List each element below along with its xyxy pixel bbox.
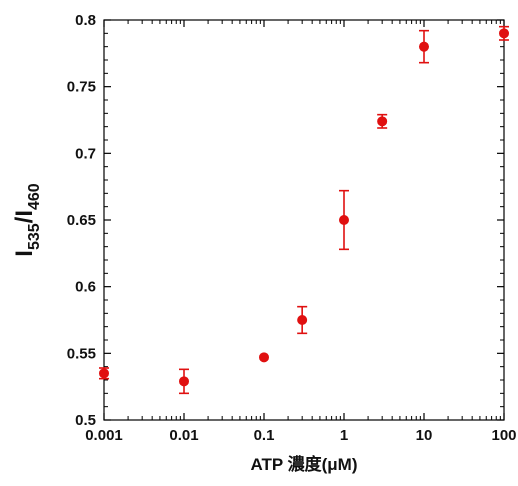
y-tick-label: 0.6 bbox=[75, 279, 96, 296]
y-tick-label: 0.65 bbox=[67, 212, 96, 229]
y-tick-label: 0.8 bbox=[75, 12, 96, 29]
y-axis-title: I535/I460 bbox=[11, 183, 43, 257]
data-point bbox=[99, 368, 109, 379]
data-point bbox=[377, 116, 388, 127]
x-tick-label: 100 bbox=[491, 427, 516, 444]
x-tick-label: 10 bbox=[416, 427, 433, 444]
data-point bbox=[499, 28, 509, 39]
x-tick-label: 0.001 bbox=[85, 427, 123, 444]
x-tick-label: 0.1 bbox=[254, 427, 275, 444]
y-axis-title-main: I bbox=[11, 250, 38, 257]
y-tick-label: 0.75 bbox=[67, 79, 96, 96]
y-axis-title-sep: /I bbox=[11, 210, 38, 223]
x-axis: 0.001 0.01 0.1 1 10 100 bbox=[85, 20, 517, 444]
x-tick-label: 1 bbox=[340, 427, 348, 444]
data-point bbox=[179, 376, 189, 387]
x-tick-label: 0.01 bbox=[169, 427, 198, 444]
data-point bbox=[297, 315, 308, 325]
y-axis-title-sub2: 460 bbox=[26, 183, 43, 210]
y-axis-title-sub1: 535 bbox=[26, 223, 43, 250]
y-tick-label: 0.55 bbox=[67, 345, 96, 362]
y-tick-label: 0.7 bbox=[75, 145, 96, 162]
data-series bbox=[99, 25, 509, 395]
x-axis-title: ATP 濃度(μM) bbox=[250, 454, 357, 474]
y-tick-label: 0.5 bbox=[75, 412, 96, 429]
y-axis: 0.5 0.55 0.6 0.65 0.7 0.75 0.8 bbox=[67, 12, 504, 429]
data-point bbox=[419, 41, 429, 52]
data-point bbox=[339, 215, 349, 225]
plot-frame bbox=[103, 19, 505, 421]
data-point bbox=[259, 352, 269, 363]
